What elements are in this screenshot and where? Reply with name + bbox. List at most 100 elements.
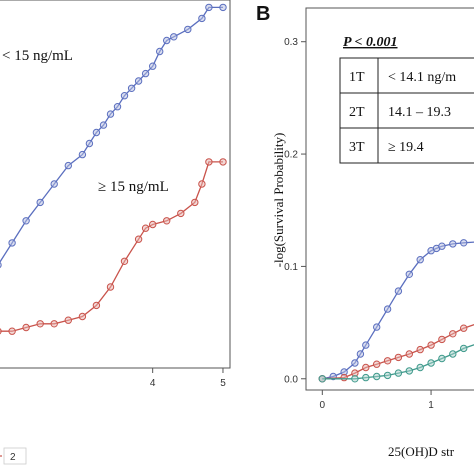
panel-a-series-point [198,180,206,188]
panel-b-series-point [449,240,457,248]
panel-b-y-tick-label: 0.2 [284,150,298,161]
table-frame [339,57,474,164]
panel-b-series-point [383,305,392,313]
panel-b-series-point [438,354,446,363]
table-cell: 14.1 – 19.3 [388,105,451,120]
panel-b-series-point [427,341,435,349]
panel-a-series-point [219,158,227,166]
panel-b-series-point [383,371,392,380]
panel-b-series-point [351,375,359,383]
panel-a-series-point [64,316,73,324]
panel-b-series-point [449,330,457,338]
panel-a-series-point [36,198,44,207]
panel-b-series-point [460,324,468,332]
panel-b-series-point [351,359,359,367]
panel-b-series-point [373,323,381,331]
table-cell: 3T [349,140,365,155]
panel-a-x-tick-label: 5 [220,378,226,389]
panel-a-series-point [141,69,150,78]
panel-a-series-point [113,103,122,111]
panel-a-series-point [134,77,143,85]
panel-b-series-point [318,375,326,383]
panel-b-series-point [340,373,348,382]
panel-a-series-point [120,257,129,265]
panel-b-series-point [416,256,424,264]
panel-b-y-tick-label: 0.3 [284,37,298,48]
panel-b-series-point [373,372,381,381]
panel-b-series-point [416,363,424,372]
panel-b-series-point [362,341,370,349]
panel-a-annotation-high: ≥ 15 ng/mL [98,179,169,195]
panel-a-series-point [8,239,16,247]
table-cell: 1T [349,70,365,85]
panel-b-plot-frame [305,7,474,391]
panel-a-series-point [8,327,16,335]
panel-a-series-point [141,224,150,232]
panel-b-series-point [373,360,381,368]
panel-a-plot-frame [0,0,231,369]
panel-b-series-point [460,344,468,353]
panel-b-series-point [438,335,446,344]
panel-b: B 0.0 0.1 0.2 0.3 0 1 -log(Survival Probabili… [256,3,474,459]
panel-b-series-point [362,373,370,382]
legend-label: 2 [10,452,16,463]
panel-a-series-point [99,121,108,129]
panel-b-y-tick-label: 0.0 [284,374,298,385]
panel-a-series-point [163,36,171,45]
tertile-table: 1T < 14.1 ng/m 2T 14.1 – 19.3 3T ≥ 19.4 [339,57,474,164]
panel-a-x-tick-label: 4 [150,378,156,389]
panel-b-series-point [427,359,435,367]
panel-a-series-line-1 [0,6,223,264]
panel-b-series-point [356,350,365,358]
panel-a-series-point [78,312,87,321]
panel-a-series-point [156,47,164,56]
panel-a: 4 5 < 15 ng/mL ≥ 15 ng/mL 2 [0,0,231,465]
panel-b-series-point [460,239,468,247]
panel-b-x-axis-label: 25(OH)D str [388,444,455,459]
table-cell: 2T [349,105,365,120]
panel-a-series-point [92,301,101,310]
legend-box [3,447,27,465]
panel-a-series-point [205,3,213,12]
panel-b-y-tick-label: 0.1 [284,262,298,273]
panel-b-x-tick-label: 1 [428,400,434,411]
panel-b-series-point [394,287,403,295]
panel-a-series-point [22,323,30,332]
table-cell: < 14.1 ng/m [388,70,456,85]
panel-b-x-tick-label: 0 [320,400,326,411]
panel-a-series-point [50,180,58,188]
panel-a-series-point [149,62,157,70]
panel-a-series-point [0,328,2,335]
panel-a-series-point [0,261,2,269]
panel-a-series-point [106,283,115,291]
panel-a-annotation-low: < 15 ng/mL [2,48,73,64]
panel-b-series-point [362,363,370,372]
panel-a-series-point [50,320,58,328]
panel-b-series-point [438,242,446,250]
panel-b-series-point [394,353,403,362]
panel-b-series-point [394,369,403,377]
panel-a-series-point [134,235,143,243]
panel-a-series-point [78,150,87,159]
panel-b-series-point [405,367,413,375]
panel-a-series-point [163,217,171,225]
panel-a-series-point [127,84,136,93]
panel-a-series-point [106,110,115,118]
panel-label-b: B [256,3,270,25]
panel-a-series-point [219,3,227,12]
panel-b-y-axis-label: -log(Survival Probability) [271,133,286,268]
panel-b-series-point [405,270,413,278]
panel-a-series-point [36,320,44,328]
panel-a-series-point [177,209,185,218]
panel-a-series-point [120,92,129,100]
p-value-label: P < 0.001 [343,35,398,50]
panel-a-series-point [198,14,206,23]
panel-a-series-point [191,198,199,207]
panel-b-series-point [449,350,457,358]
table-cell: ≥ 19.4 [388,140,424,155]
panel-b-series-point [383,357,392,365]
panel-a-series-point [170,33,178,41]
panel-a-series-point [184,25,192,34]
panel-a-series-point [22,217,30,225]
